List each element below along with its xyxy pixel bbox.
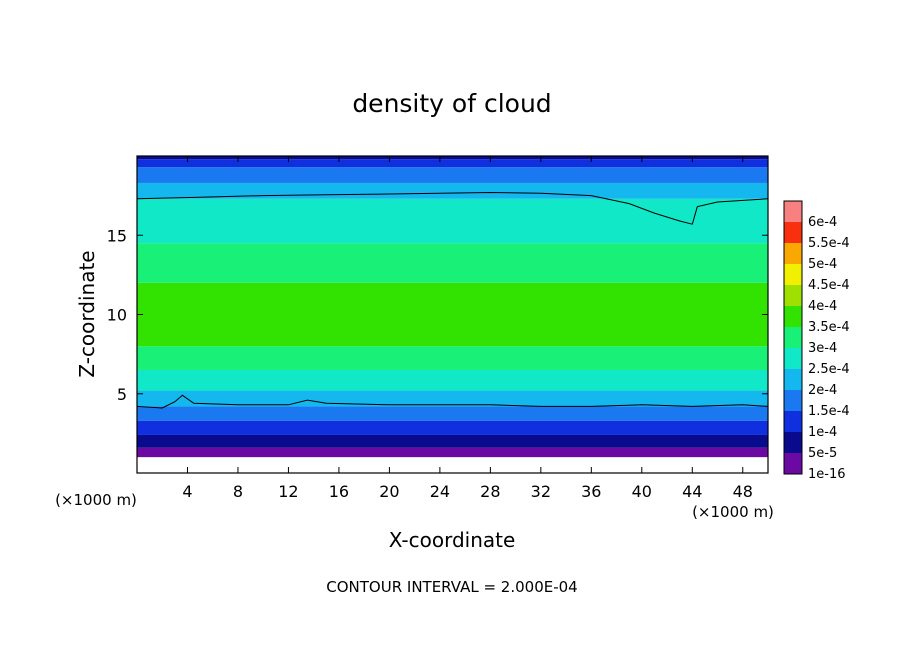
- density-band-14: [137, 156, 768, 160]
- colorbar-swatch: [784, 390, 802, 411]
- y-tick-label: 15: [107, 226, 127, 245]
- x-tick-label: 32: [531, 482, 551, 501]
- colorbar-swatch: [784, 453, 802, 474]
- colorbar-label: 4.5e-4: [808, 278, 850, 293]
- y-tick-label: 5: [117, 385, 127, 404]
- density-band-8: [137, 282, 768, 347]
- colorbar-label: 5e-5: [808, 446, 837, 461]
- y-axis: 5 10 15: [107, 226, 768, 404]
- x-tick-label: 24: [430, 482, 450, 501]
- colorbar-label: 5e-4: [808, 257, 837, 272]
- colorbar-label: 3e-4: [808, 341, 837, 356]
- density-band-6: [137, 369, 768, 391]
- y-tick-label: 10: [107, 306, 127, 325]
- x-tick-label: 16: [329, 482, 349, 501]
- colorbar-swatch: [784, 285, 802, 306]
- chart-title: density of cloud: [352, 89, 551, 118]
- colorbar-swatch: [784, 306, 802, 327]
- density-band-1: [137, 447, 768, 458]
- x-axis-label: X-coordinate: [389, 528, 516, 552]
- colorbar-label: 2e-4: [808, 383, 837, 398]
- x-unit-left: (×1000 m): [55, 491, 137, 509]
- x-axis: 4 8 12 16 20 24 28 32 36 40 44 48: [182, 156, 753, 501]
- density-band-10: [137, 198, 768, 244]
- density-band-13: [137, 159, 768, 168]
- colorbar-label: 4e-4: [808, 299, 837, 314]
- plot-area: [137, 156, 768, 473]
- density-band-3: [137, 420, 768, 435]
- colorbar-label: 2.5e-4: [808, 362, 850, 377]
- x-tick-label: 36: [581, 482, 601, 501]
- colorbar-label: 5.5e-4: [808, 236, 850, 251]
- colorbar-swatch: [784, 432, 802, 453]
- colorbar-label: 1.5e-4: [808, 404, 850, 419]
- density-band-2: [137, 434, 768, 448]
- x-unit-right: (×1000 m): [692, 503, 774, 521]
- x-tick-label: 40: [632, 482, 652, 501]
- colorbar-label: 1e-4: [808, 425, 837, 440]
- contour-lower: [137, 394, 768, 409]
- colorbar-swatch: [784, 369, 802, 390]
- contour-interval-label: CONTOUR INTERVAL = 2.000E-04: [326, 578, 577, 596]
- x-tick-label: 28: [480, 482, 500, 501]
- colorbar: 1e-16 5e-5 1e-4 1.5e-4 2e-4 2.5e-4 3e-4 3.5e-4 4…: [783, 200, 850, 482]
- x-tick-label: 48: [733, 482, 753, 501]
- density-band-0: [137, 457, 768, 473]
- x-tick-label: 8: [233, 482, 243, 501]
- contour-upper: [137, 191, 768, 225]
- density-band-4: [137, 406, 768, 421]
- density-band-7: [137, 346, 768, 370]
- colorbar-swatch: [784, 222, 802, 243]
- colorbar-label: 1e-16: [808, 467, 846, 482]
- density-band-5: [137, 390, 768, 407]
- density-band-12: [137, 167, 768, 183]
- x-tick-label: 12: [278, 482, 298, 501]
- density-band-9: [137, 243, 768, 283]
- y-axis-label: Z-coordinate: [75, 250, 99, 377]
- colorbar-label: 3.5e-4: [808, 320, 850, 335]
- colorbar-label: 6e-4: [808, 215, 837, 230]
- colorbar-swatch: [784, 348, 802, 369]
- colorbar-swatch: [784, 411, 802, 432]
- colorbar-swatch: [784, 327, 802, 348]
- contour-lines: [137, 191, 768, 409]
- colorbar-frame: [783, 200, 803, 475]
- colorbar-swatch: [784, 264, 802, 285]
- x-tick-label: 4: [182, 482, 192, 501]
- x-tick-label: 44: [682, 482, 702, 501]
- colorbar-swatch: [784, 201, 802, 222]
- x-tick-label: 20: [379, 482, 399, 501]
- density-bands: [137, 156, 768, 473]
- colorbar-swatch: [784, 243, 802, 264]
